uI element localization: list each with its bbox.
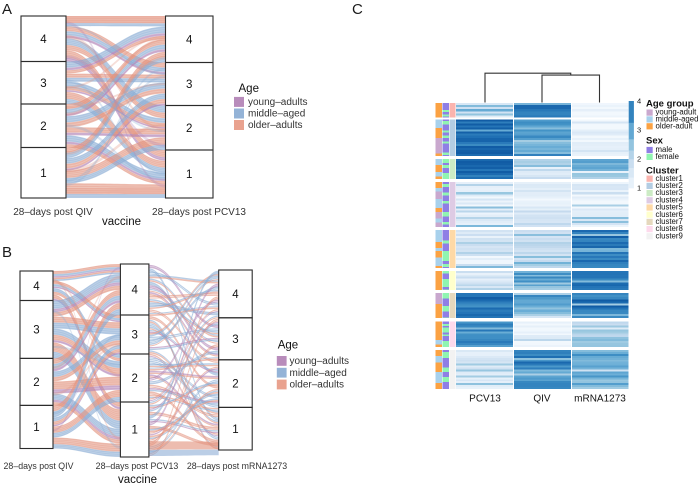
svg-text:B: B	[2, 244, 12, 261]
svg-text:1: 1	[232, 424, 238, 436]
svg-text:Age: Age	[239, 83, 259, 95]
svg-text:4: 4	[232, 289, 239, 301]
svg-text:28–days post QIV: 28–days post QIV	[4, 461, 74, 471]
svg-text:3: 3	[40, 78, 46, 90]
svg-text:female: female	[656, 152, 679, 161]
svg-text:cluster6: cluster6	[656, 210, 683, 219]
svg-text:older–adults: older–adults	[248, 120, 302, 131]
svg-text:2: 2	[131, 373, 137, 385]
svg-text:older-adult: older-adult	[656, 121, 694, 130]
svg-text:Age group: Age group	[646, 98, 694, 109]
svg-text:middle–aged: middle–aged	[290, 368, 347, 379]
svg-text:cluster3: cluster3	[656, 188, 683, 197]
svg-text:3: 3	[33, 325, 39, 337]
svg-text:2: 2	[40, 121, 46, 133]
svg-text:cluster5: cluster5	[656, 203, 684, 212]
svg-text:2: 2	[637, 155, 641, 164]
svg-text:4: 4	[33, 281, 40, 293]
svg-text:3: 3	[131, 330, 137, 342]
svg-text:3: 3	[186, 79, 192, 91]
svg-text:QIV: QIV	[533, 393, 551, 404]
svg-text:4: 4	[131, 285, 138, 297]
svg-text:2: 2	[33, 377, 39, 389]
svg-text:cluster2: cluster2	[656, 181, 683, 190]
svg-text:cluster4: cluster4	[656, 195, 684, 204]
svg-text:2: 2	[186, 123, 192, 135]
svg-text:male: male	[656, 145, 673, 154]
svg-text:4: 4	[186, 34, 193, 46]
svg-text:1: 1	[637, 184, 641, 193]
svg-text:4: 4	[40, 34, 47, 46]
svg-text:1: 1	[40, 168, 46, 180]
svg-text:PCV13: PCV13	[469, 393, 501, 404]
svg-text:young–adults: young–adults	[248, 97, 308, 108]
svg-text:28–days post mRNA1273: 28–days post mRNA1273	[187, 461, 287, 471]
svg-text:middle-aged: middle-aged	[656, 115, 699, 124]
svg-text:older–adults: older–adults	[290, 380, 344, 391]
svg-text:cluster1: cluster1	[656, 174, 683, 183]
svg-text:4: 4	[637, 97, 641, 106]
svg-text:28–days post QIV: 28–days post QIV	[13, 207, 93, 218]
svg-text:young-adult: young-adult	[656, 108, 698, 117]
svg-text:Sex: Sex	[646, 136, 664, 147]
svg-text:A: A	[2, 1, 12, 18]
svg-text:2: 2	[232, 379, 238, 391]
svg-text:1: 1	[186, 169, 192, 181]
svg-text:1: 1	[33, 422, 39, 434]
svg-text:vaccine: vaccine	[102, 216, 141, 228]
svg-text:middle–aged: middle–aged	[248, 109, 305, 120]
svg-text:3: 3	[637, 126, 641, 135]
svg-text:28–days post PCV13: 28–days post PCV13	[152, 207, 246, 218]
svg-text:Age: Age	[278, 340, 298, 352]
svg-text:cluster8: cluster8	[656, 224, 683, 233]
svg-text:young–adults: young–adults	[290, 356, 350, 367]
svg-text:28–days post PCV13: 28–days post PCV13	[96, 461, 179, 471]
svg-text:cluster7: cluster7	[656, 217, 683, 226]
svg-text:vaccine: vaccine	[118, 474, 157, 485]
svg-text:mRNA1273: mRNA1273	[574, 393, 626, 404]
svg-text:C: C	[352, 1, 363, 18]
svg-text:Cluster: Cluster	[646, 166, 679, 177]
svg-text:1: 1	[131, 425, 137, 437]
svg-text:3: 3	[232, 334, 238, 346]
svg-text:cluster9: cluster9	[656, 231, 683, 240]
